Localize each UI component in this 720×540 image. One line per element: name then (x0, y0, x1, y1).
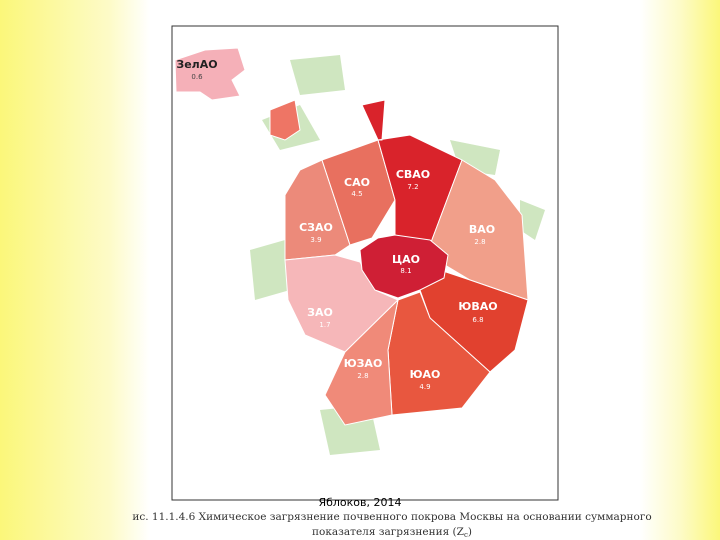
district-name: САО (344, 176, 370, 189)
district (321, 139, 396, 246)
district (269, 99, 301, 141)
district-value: 8.1 (400, 267, 411, 275)
district-name: ЗелАО (176, 58, 217, 71)
district-value: 2.8 (357, 372, 368, 380)
districts (174, 47, 529, 426)
district-name: ЮАО (410, 368, 441, 381)
district-value: 2.8 (474, 238, 485, 246)
district-name: ЮВАО (458, 300, 497, 313)
district-labels: ЗелАО 0.6 САО 4.5 СВАО 7.2 ВАО 2.8 СЗАО … (176, 58, 497, 391)
district-value: 7.2 (407, 183, 418, 191)
caption-text: показателя загрязнения (Z (312, 526, 464, 538)
caption-text: ) (468, 526, 472, 538)
credit: Яблоков, 2014 (318, 496, 401, 509)
district-name: СЗАО (299, 221, 333, 234)
district-name: ЗАО (307, 306, 333, 319)
district-name: ЦАО (392, 253, 420, 266)
district-name: СВАО (396, 168, 430, 181)
caption-subscript: c (464, 531, 468, 539)
district (359, 234, 449, 299)
district-value: 1.7 (319, 321, 330, 329)
district (419, 269, 529, 373)
district (174, 47, 246, 101)
district-value: 0.6 (191, 73, 203, 81)
district-name: ВАО (469, 223, 495, 236)
district-value: 4.5 (351, 190, 362, 198)
caption-line: показателя загрязнения (Zc) (312, 526, 472, 539)
caption-line: ис. 11.1.4.6 Химическое загрязнение почв… (132, 511, 651, 523)
district-value: 6.8 (472, 316, 483, 324)
district (324, 298, 399, 426)
district-name: ЮЗАО (344, 357, 383, 370)
district-value: 4.9 (419, 383, 430, 391)
district-value: 3.9 (310, 236, 321, 244)
